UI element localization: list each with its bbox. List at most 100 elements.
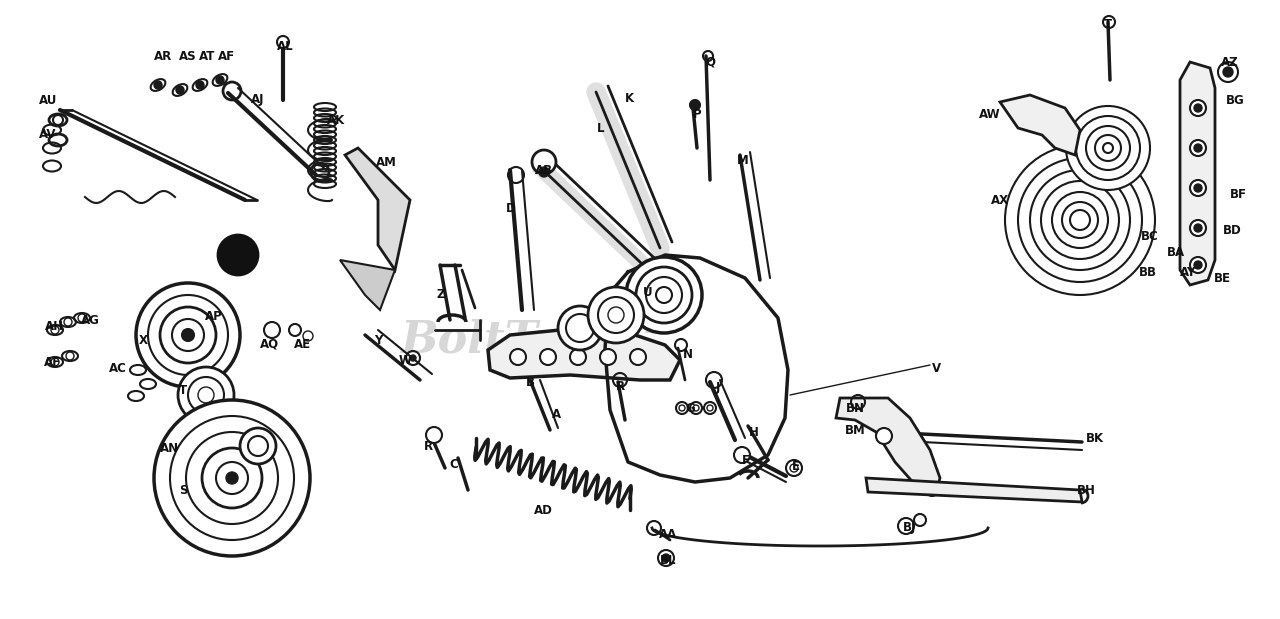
Circle shape: [182, 329, 195, 341]
Circle shape: [646, 277, 682, 313]
Circle shape: [216, 76, 224, 84]
Circle shape: [177, 86, 184, 94]
Circle shape: [216, 462, 248, 494]
Text: AM: AM: [375, 157, 397, 170]
Circle shape: [426, 427, 442, 443]
Text: BH: BH: [1076, 483, 1096, 496]
Polygon shape: [867, 478, 1082, 502]
Text: BE: BE: [1213, 272, 1230, 285]
Text: Z: Z: [436, 288, 445, 301]
Circle shape: [1062, 202, 1098, 238]
Circle shape: [154, 81, 163, 89]
Circle shape: [1103, 143, 1114, 153]
Text: J: J: [716, 381, 721, 394]
Text: H: H: [749, 425, 759, 438]
Circle shape: [154, 400, 310, 556]
Text: M: M: [737, 154, 749, 167]
Circle shape: [1190, 100, 1206, 116]
Text: BG: BG: [1226, 93, 1244, 106]
Text: AF: AF: [218, 51, 234, 64]
Circle shape: [1194, 224, 1202, 232]
Text: AJ: AJ: [251, 93, 265, 106]
Circle shape: [1066, 106, 1149, 190]
Text: BD: BD: [1222, 223, 1242, 236]
Circle shape: [276, 36, 289, 48]
Circle shape: [566, 314, 594, 342]
Text: AW: AW: [979, 108, 1001, 121]
Circle shape: [600, 349, 616, 365]
Text: BF: BF: [1230, 189, 1247, 202]
Circle shape: [198, 387, 214, 403]
Circle shape: [218, 235, 259, 275]
Circle shape: [570, 349, 586, 365]
Text: A: A: [552, 409, 561, 422]
Circle shape: [188, 377, 224, 413]
Circle shape: [202, 448, 262, 508]
Circle shape: [241, 428, 276, 464]
Circle shape: [876, 428, 892, 444]
Circle shape: [248, 436, 268, 456]
Text: AR: AR: [154, 51, 172, 64]
Polygon shape: [346, 148, 410, 270]
Circle shape: [172, 319, 204, 351]
Circle shape: [1085, 126, 1130, 170]
Circle shape: [658, 550, 675, 566]
Circle shape: [227, 472, 238, 484]
Text: AL: AL: [276, 40, 293, 53]
Circle shape: [1030, 170, 1130, 270]
Circle shape: [160, 307, 216, 363]
Text: BL: BL: [659, 553, 676, 566]
Circle shape: [558, 306, 602, 350]
Text: AU: AU: [38, 93, 58, 106]
Circle shape: [626, 257, 701, 333]
Text: AX: AX: [991, 194, 1009, 207]
Circle shape: [598, 297, 634, 333]
Text: V: V: [932, 361, 941, 374]
Text: W: W: [398, 353, 411, 366]
Circle shape: [669, 281, 698, 309]
Text: BA: BA: [1167, 246, 1185, 259]
Circle shape: [532, 150, 556, 174]
Circle shape: [786, 460, 803, 476]
Polygon shape: [1180, 62, 1215, 285]
Text: AQ: AQ: [260, 337, 279, 350]
Circle shape: [588, 287, 644, 343]
Circle shape: [636, 267, 692, 323]
Text: C: C: [449, 457, 458, 470]
Circle shape: [1052, 192, 1108, 248]
Text: AH: AH: [45, 319, 64, 332]
Circle shape: [178, 367, 234, 423]
Text: E: E: [792, 459, 800, 472]
Circle shape: [1194, 261, 1202, 269]
Text: BC: BC: [1142, 230, 1158, 243]
Text: AZ: AZ: [1221, 56, 1239, 69]
Text: BN: BN: [846, 402, 864, 415]
Text: Q: Q: [705, 56, 716, 69]
Text: L: L: [598, 121, 604, 134]
Circle shape: [186, 432, 278, 524]
Text: AV: AV: [40, 129, 56, 142]
Circle shape: [1005, 145, 1155, 295]
Circle shape: [539, 167, 549, 177]
Text: AB: AB: [535, 163, 553, 176]
Text: X: X: [138, 334, 147, 347]
Text: AC: AC: [109, 361, 127, 374]
Text: T: T: [1103, 19, 1112, 32]
Circle shape: [690, 100, 700, 110]
Circle shape: [1076, 116, 1140, 180]
Circle shape: [733, 447, 750, 463]
Polygon shape: [340, 260, 396, 310]
Circle shape: [170, 416, 294, 540]
Text: BK: BK: [1085, 431, 1105, 444]
Circle shape: [1194, 144, 1202, 152]
Text: AE: AE: [293, 337, 311, 350]
Text: AT: AT: [198, 51, 215, 64]
Text: AS: AS: [179, 51, 197, 64]
Text: R: R: [424, 439, 433, 452]
Text: BB: BB: [1139, 266, 1157, 279]
Polygon shape: [488, 330, 680, 380]
Text: S: S: [179, 483, 187, 496]
Circle shape: [410, 355, 416, 361]
Circle shape: [1219, 62, 1238, 82]
Circle shape: [1018, 158, 1142, 282]
